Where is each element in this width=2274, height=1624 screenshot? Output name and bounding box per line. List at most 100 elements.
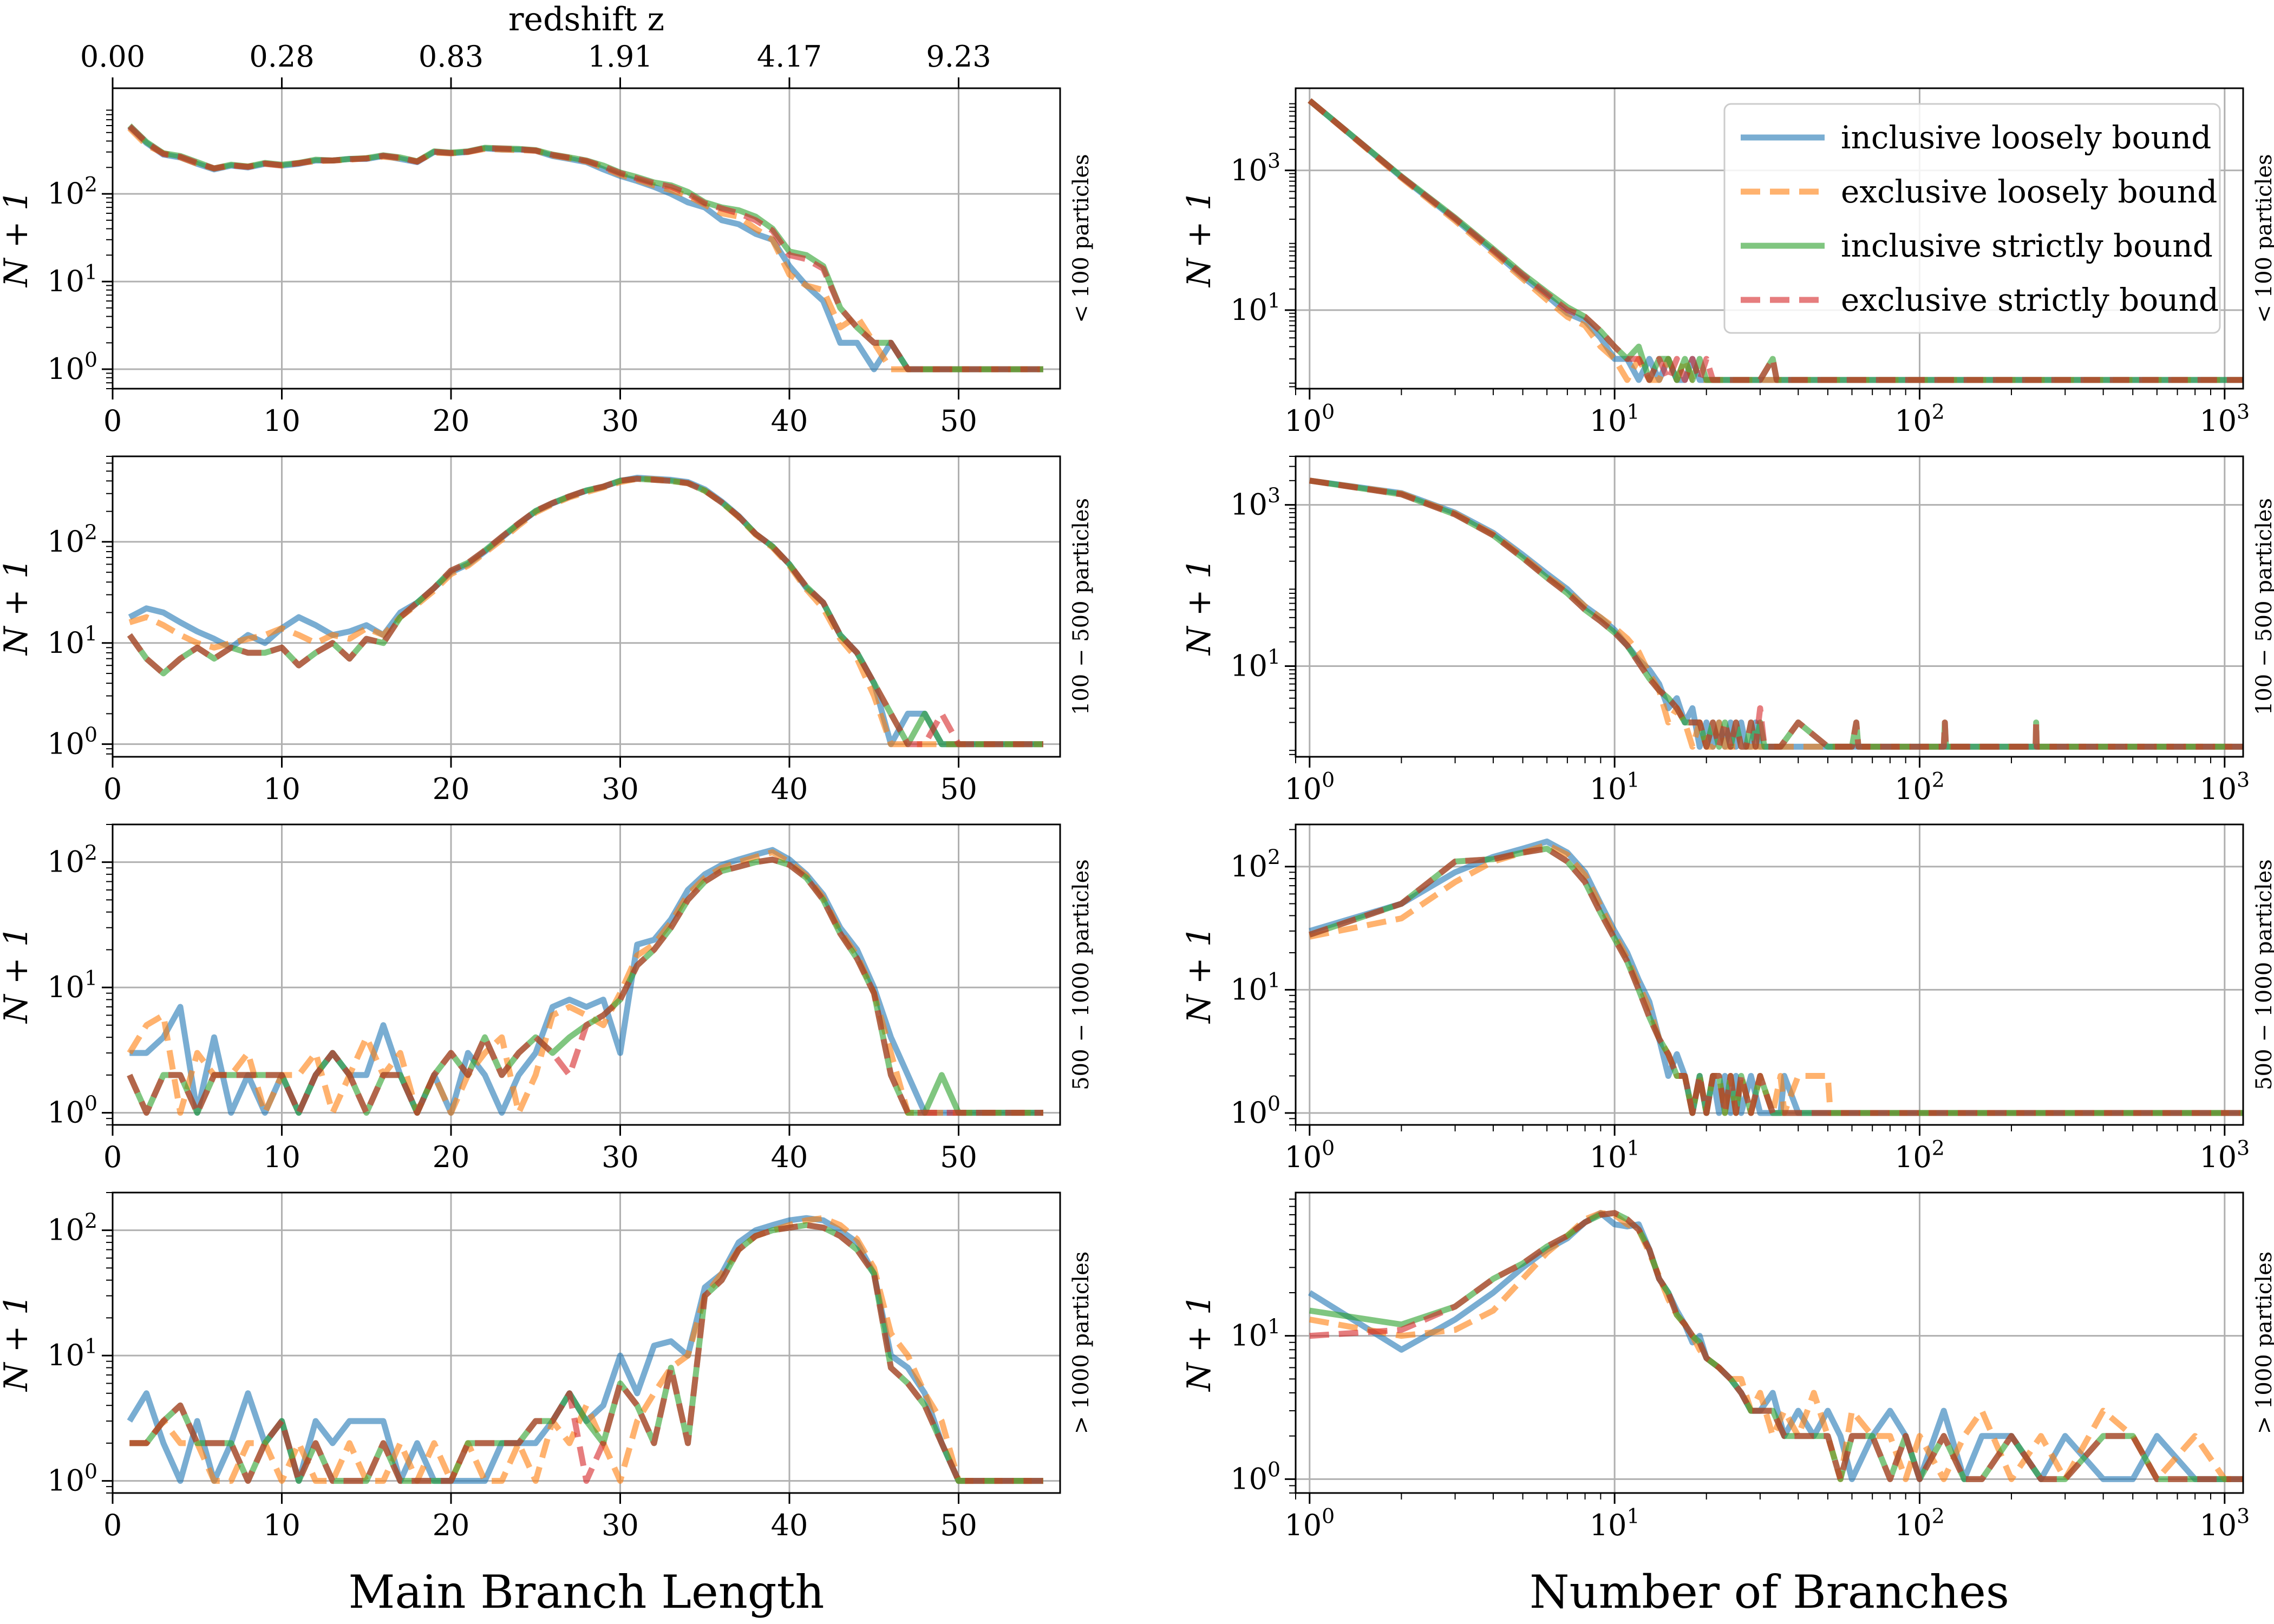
- x-tick-label: 40: [771, 1508, 808, 1542]
- x-tick-label: 50: [940, 404, 977, 438]
- row-label: < 100 particles: [1069, 154, 1094, 323]
- row-label: 500 − 1000 particles: [2252, 859, 2274, 1090]
- x-tick-label: 20: [433, 772, 470, 806]
- y-axis-label: N + 1: [0, 190, 35, 288]
- panel-mbl-lt100: 0 10 20 30 40 50 100 101 102 N + 1 < 100 particles: [0, 87, 1094, 438]
- legend-label: exclusive strictly bound: [1841, 281, 2219, 318]
- panel-nb-gt1000: 100 101 102 103 100 101 N + 1 > 1000 particles: [1180, 1191, 2274, 1542]
- x-tick-label: 101: [1590, 1136, 1640, 1174]
- x-tick-label: 40: [771, 404, 808, 438]
- x-tick-label: 40: [771, 772, 808, 806]
- x-tick-label: 101: [1590, 768, 1640, 806]
- x-tick-label: 30: [602, 1140, 639, 1174]
- y-tick-label: 102: [47, 841, 97, 879]
- top-tick-label: 0.28: [249, 40, 314, 74]
- top-tick-label: 1.91: [587, 40, 652, 74]
- x-tick-label: 30: [602, 772, 639, 806]
- x-tick-label: 101: [1590, 1504, 1640, 1542]
- row-label: > 1000 particles: [2252, 1252, 2274, 1435]
- row-label: 100 − 500 particles: [2252, 498, 2274, 715]
- legend-label: inclusive strictly bound: [1841, 227, 2213, 264]
- y-tick-label: 101: [1230, 289, 1280, 327]
- y-tick-label: 101: [47, 966, 97, 1004]
- x-tick-label: 50: [940, 772, 977, 806]
- legend-box: [1723, 103, 2221, 334]
- y-axis-label: N + 1: [1180, 558, 1218, 656]
- x-tick-label: 10: [263, 1508, 300, 1542]
- y-tick-label: 100: [47, 1459, 97, 1498]
- legend-label: exclusive loosely bound: [1841, 173, 2217, 210]
- y-tick-label: 103: [1230, 483, 1280, 522]
- x-tick-label: 10: [263, 1140, 300, 1174]
- x-tick-label: 103: [2199, 768, 2250, 806]
- series-line-exclusive-loosely-bound: [1309, 477, 2243, 750]
- x-tick-label: 20: [433, 404, 470, 438]
- y-axis-label: N + 1: [1180, 190, 1218, 288]
- x-tick-label: 100: [1284, 1136, 1335, 1174]
- panel-nb-100-500: 100 101 102 103 101 103 N + 1 100 − 500 particl…: [1180, 455, 2274, 806]
- x-tick-label: 30: [602, 404, 639, 438]
- y-axis-label: N + 1: [1180, 926, 1218, 1024]
- x-tick-label: 0: [103, 772, 122, 806]
- series-line-exclusive-strictly-bound: [127, 476, 1043, 748]
- row-label: 100 − 500 particles: [1069, 498, 1094, 715]
- x-tick-label: 40: [771, 1140, 808, 1174]
- axes-frame: [112, 87, 1061, 390]
- series-line-exclusive-strictly-bound: [127, 124, 1043, 372]
- panels-layer: 0 10 20 30 40 50 100 101 102 N + 1 < 100 particles…: [0, 40, 2274, 1542]
- x-tick-label: 10: [263, 404, 300, 438]
- y-axis-label: N + 1: [1180, 1294, 1218, 1392]
- series-group: [1309, 839, 2243, 1116]
- y-tick-label: 100: [1230, 1091, 1280, 1130]
- series-line-exclusive-strictly-bound: [1309, 1210, 2243, 1482]
- y-tick-label: 101: [1230, 968, 1280, 1007]
- top-axis-title: redshift z: [508, 1, 664, 38]
- x-tick-label: 100: [1284, 400, 1335, 438]
- x-tick-label: 103: [2199, 1136, 2250, 1174]
- row-label: 500 − 1000 particles: [1069, 859, 1094, 1090]
- row-label: > 1000 particles: [1069, 1252, 1094, 1435]
- axes-frame: [112, 823, 1061, 1126]
- top-tick-label: 0.00: [80, 40, 145, 74]
- left-xlabel: Main Branch Length: [349, 1566, 825, 1619]
- series-line-inclusive-loosely-bound: [128, 475, 1043, 748]
- series-group: [1308, 1210, 2243, 1482]
- x-tick-label: 101: [1590, 400, 1640, 438]
- y-tick-label: 100: [47, 723, 97, 761]
- series-line-exclusive-loosely-bound: [1309, 842, 2243, 1116]
- series-line-inclusive-loosely-bound: [1309, 477, 2243, 750]
- x-tick-label: 102: [1894, 400, 1945, 438]
- x-tick-label: 30: [602, 1508, 639, 1542]
- y-axis-label: N + 1: [0, 1294, 35, 1392]
- x-tick-label: 20: [433, 1508, 470, 1542]
- panel-mbl-100-500: 0 10 20 30 40 50 100 101 102 N + 1 100 − 500 parti…: [0, 455, 1094, 806]
- x-tick-label: 50: [940, 1508, 977, 1542]
- x-tick-label: 103: [2199, 400, 2250, 438]
- y-tick-label: 102: [47, 1209, 97, 1247]
- y-tick-label: 100: [1230, 1458, 1280, 1496]
- panel-mbl-gt1000: 0 10 20 30 40 50 100 101 102 N + 1 > 1000 particle…: [0, 1191, 1094, 1542]
- legend: inclusive loosely bound exclusive loosely…: [1723, 103, 2221, 334]
- series-line-inclusive-strictly-bound: [127, 476, 1043, 748]
- series-line-inclusive-strictly-bound: [1309, 1210, 2243, 1482]
- series-line-inclusive-strictly-bound: [1309, 477, 2243, 750]
- series-line-exclusive-strictly-bound: [127, 856, 1043, 1116]
- series-line-exclusive-strictly-bound: [1309, 477, 2243, 750]
- series-line-exclusive-strictly-bound: [1309, 846, 2243, 1116]
- x-tick-label: 10: [263, 772, 300, 806]
- axes-frame: [112, 1191, 1061, 1494]
- axes-frame: [1295, 87, 2244, 390]
- axes-frame: [112, 455, 1061, 758]
- series-line-exclusive-loosely-bound: [129, 1215, 1043, 1484]
- axes-frame: [1295, 455, 2244, 758]
- y-tick-label: 102: [47, 172, 97, 211]
- series-group: [127, 475, 1043, 748]
- axes-frame: [1295, 823, 2244, 1126]
- x-tick-label: 102: [1894, 1136, 1945, 1174]
- series-group: [127, 123, 1043, 372]
- x-tick-label: 50: [940, 1140, 977, 1174]
- y-tick-label: 101: [47, 260, 97, 298]
- y-axis-label: N + 1: [0, 926, 35, 1024]
- y-tick-label: 101: [1230, 1314, 1280, 1353]
- x-tick-label: 102: [1894, 768, 1945, 806]
